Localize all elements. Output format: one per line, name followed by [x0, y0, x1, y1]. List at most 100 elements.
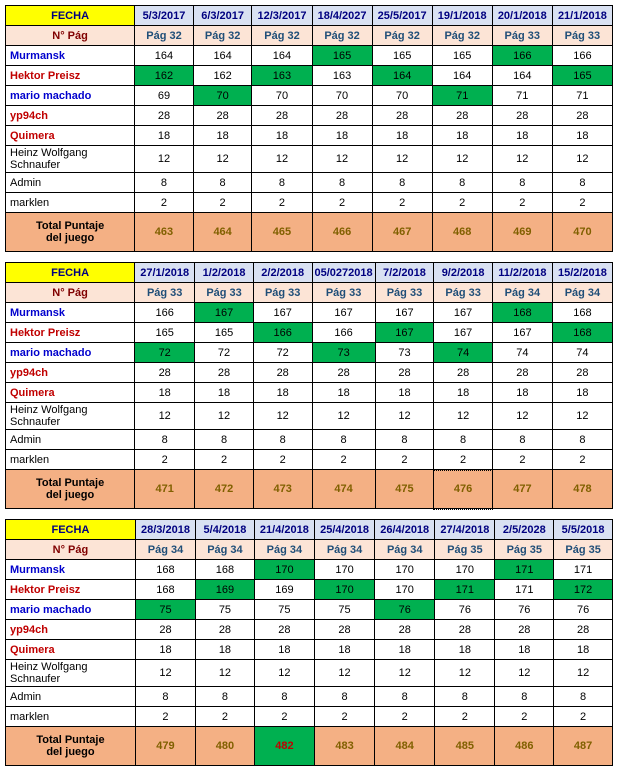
score-cell: 73	[312, 343, 375, 363]
score-cell: 28	[196, 620, 255, 640]
fecha-header: FECHA	[6, 6, 135, 26]
score-cell: 18	[254, 640, 314, 660]
score-cell: 164	[492, 66, 552, 86]
score-cell: 18	[312, 126, 372, 146]
score-cell: 8	[314, 687, 374, 707]
score-cell: 71	[552, 86, 612, 106]
score-cell: 28	[552, 363, 612, 383]
date-header: 11/2/2018	[492, 263, 552, 283]
player-name: Admin	[6, 173, 135, 193]
score-cell: 18	[135, 126, 194, 146]
score-cell: 2	[195, 450, 254, 470]
score-cell: 171	[495, 580, 554, 600]
score-cell: 8	[492, 430, 552, 450]
score-cell: 12	[492, 403, 552, 430]
score-cell: 172	[554, 580, 613, 600]
score-cell: 28	[312, 106, 372, 126]
page-header: Pág 34	[492, 283, 552, 303]
score-cell: 167	[375, 323, 434, 343]
score-cell: 76	[554, 600, 613, 620]
date-header: 18/4/2027	[312, 6, 372, 26]
score-cell: 171	[435, 580, 495, 600]
player-name: Hektor Preisz	[6, 580, 136, 600]
score-cell: 2	[312, 450, 375, 470]
score-cell: 12	[435, 660, 495, 687]
score-cell: 12	[135, 403, 195, 430]
total-value: 478	[552, 470, 612, 509]
total-value: 468	[432, 213, 492, 252]
score-cell: 12	[552, 146, 612, 173]
score-cell: 72	[253, 343, 312, 363]
player-name: marklen	[6, 450, 135, 470]
score-cell: 8	[135, 687, 195, 707]
score-cell: 163	[252, 66, 312, 86]
score-cell: 170	[375, 560, 435, 580]
score-cell: 2	[552, 193, 612, 213]
player-name: Admin	[6, 687, 136, 707]
page-header: Pág 33	[195, 283, 254, 303]
score-cell: 8	[552, 173, 612, 193]
score-cell: 28	[135, 363, 195, 383]
score-cell: 18	[432, 126, 492, 146]
score-table-0: FECHA5/3/20176/3/201712/3/201718/4/20272…	[5, 5, 613, 252]
score-cell: 18	[434, 383, 493, 403]
score-cell: 8	[552, 430, 612, 450]
score-cell: 28	[314, 620, 374, 640]
score-cell: 12	[314, 660, 374, 687]
score-cell: 167	[312, 303, 375, 323]
score-cell: 8	[372, 173, 432, 193]
score-cell: 12	[554, 660, 613, 687]
score-cell: 18	[375, 383, 434, 403]
score-cell: 8	[196, 687, 255, 707]
player-name: yp94ch	[6, 620, 136, 640]
score-cell: 72	[195, 343, 254, 363]
page-header: Pág 35	[495, 540, 554, 560]
score-cell: 2	[495, 707, 554, 727]
score-cell: 12	[312, 146, 372, 173]
score-cell: 2	[312, 193, 372, 213]
page-header: Pág 33	[375, 283, 434, 303]
score-cell: 28	[312, 363, 375, 383]
score-cell: 167	[253, 303, 312, 323]
score-cell: 2	[135, 450, 195, 470]
score-cell: 18	[492, 126, 552, 146]
score-cell: 28	[495, 620, 554, 640]
date-header: 27/1/2018	[135, 263, 195, 283]
player-name: Quimera	[6, 640, 136, 660]
score-cell: 71	[492, 86, 552, 106]
score-cell: 2	[254, 707, 314, 727]
score-cell: 8	[253, 430, 312, 450]
score-cell: 28	[252, 106, 312, 126]
score-cell: 170	[254, 560, 314, 580]
total-value: 484	[375, 727, 435, 766]
page-header: Pág 34	[254, 540, 314, 560]
score-cell: 12	[135, 146, 194, 173]
score-cell: 28	[435, 620, 495, 640]
total-value: 473	[253, 470, 312, 509]
date-header: 7/2/2018	[375, 263, 434, 283]
score-cell: 18	[193, 126, 252, 146]
score-cell: 18	[135, 640, 195, 660]
score-cell: 2	[552, 450, 612, 470]
score-cell: 168	[135, 580, 195, 600]
page-header: Pág 32	[432, 26, 492, 46]
score-cell: 167	[434, 303, 493, 323]
total-value: 476	[434, 470, 493, 509]
total-value: 472	[195, 470, 254, 509]
score-cell: 18	[135, 383, 195, 403]
score-cell: 12	[312, 403, 375, 430]
score-cell: 73	[375, 343, 434, 363]
date-header: 6/3/2017	[193, 6, 252, 26]
score-cell: 164	[252, 46, 312, 66]
score-cell: 8	[495, 687, 554, 707]
score-cell: 28	[492, 106, 552, 126]
score-table-1: FECHA27/1/20181/2/20182/2/201805/0272018…	[5, 262, 613, 509]
total-label: Total Puntajedel juego	[6, 470, 135, 509]
score-cell: 71	[432, 86, 492, 106]
score-cell: 169	[254, 580, 314, 600]
date-header: 2/2/2018	[253, 263, 312, 283]
total-value: 471	[135, 470, 195, 509]
score-cell: 12	[252, 146, 312, 173]
score-cell: 2	[492, 450, 552, 470]
date-header: 15/2/2018	[552, 263, 612, 283]
